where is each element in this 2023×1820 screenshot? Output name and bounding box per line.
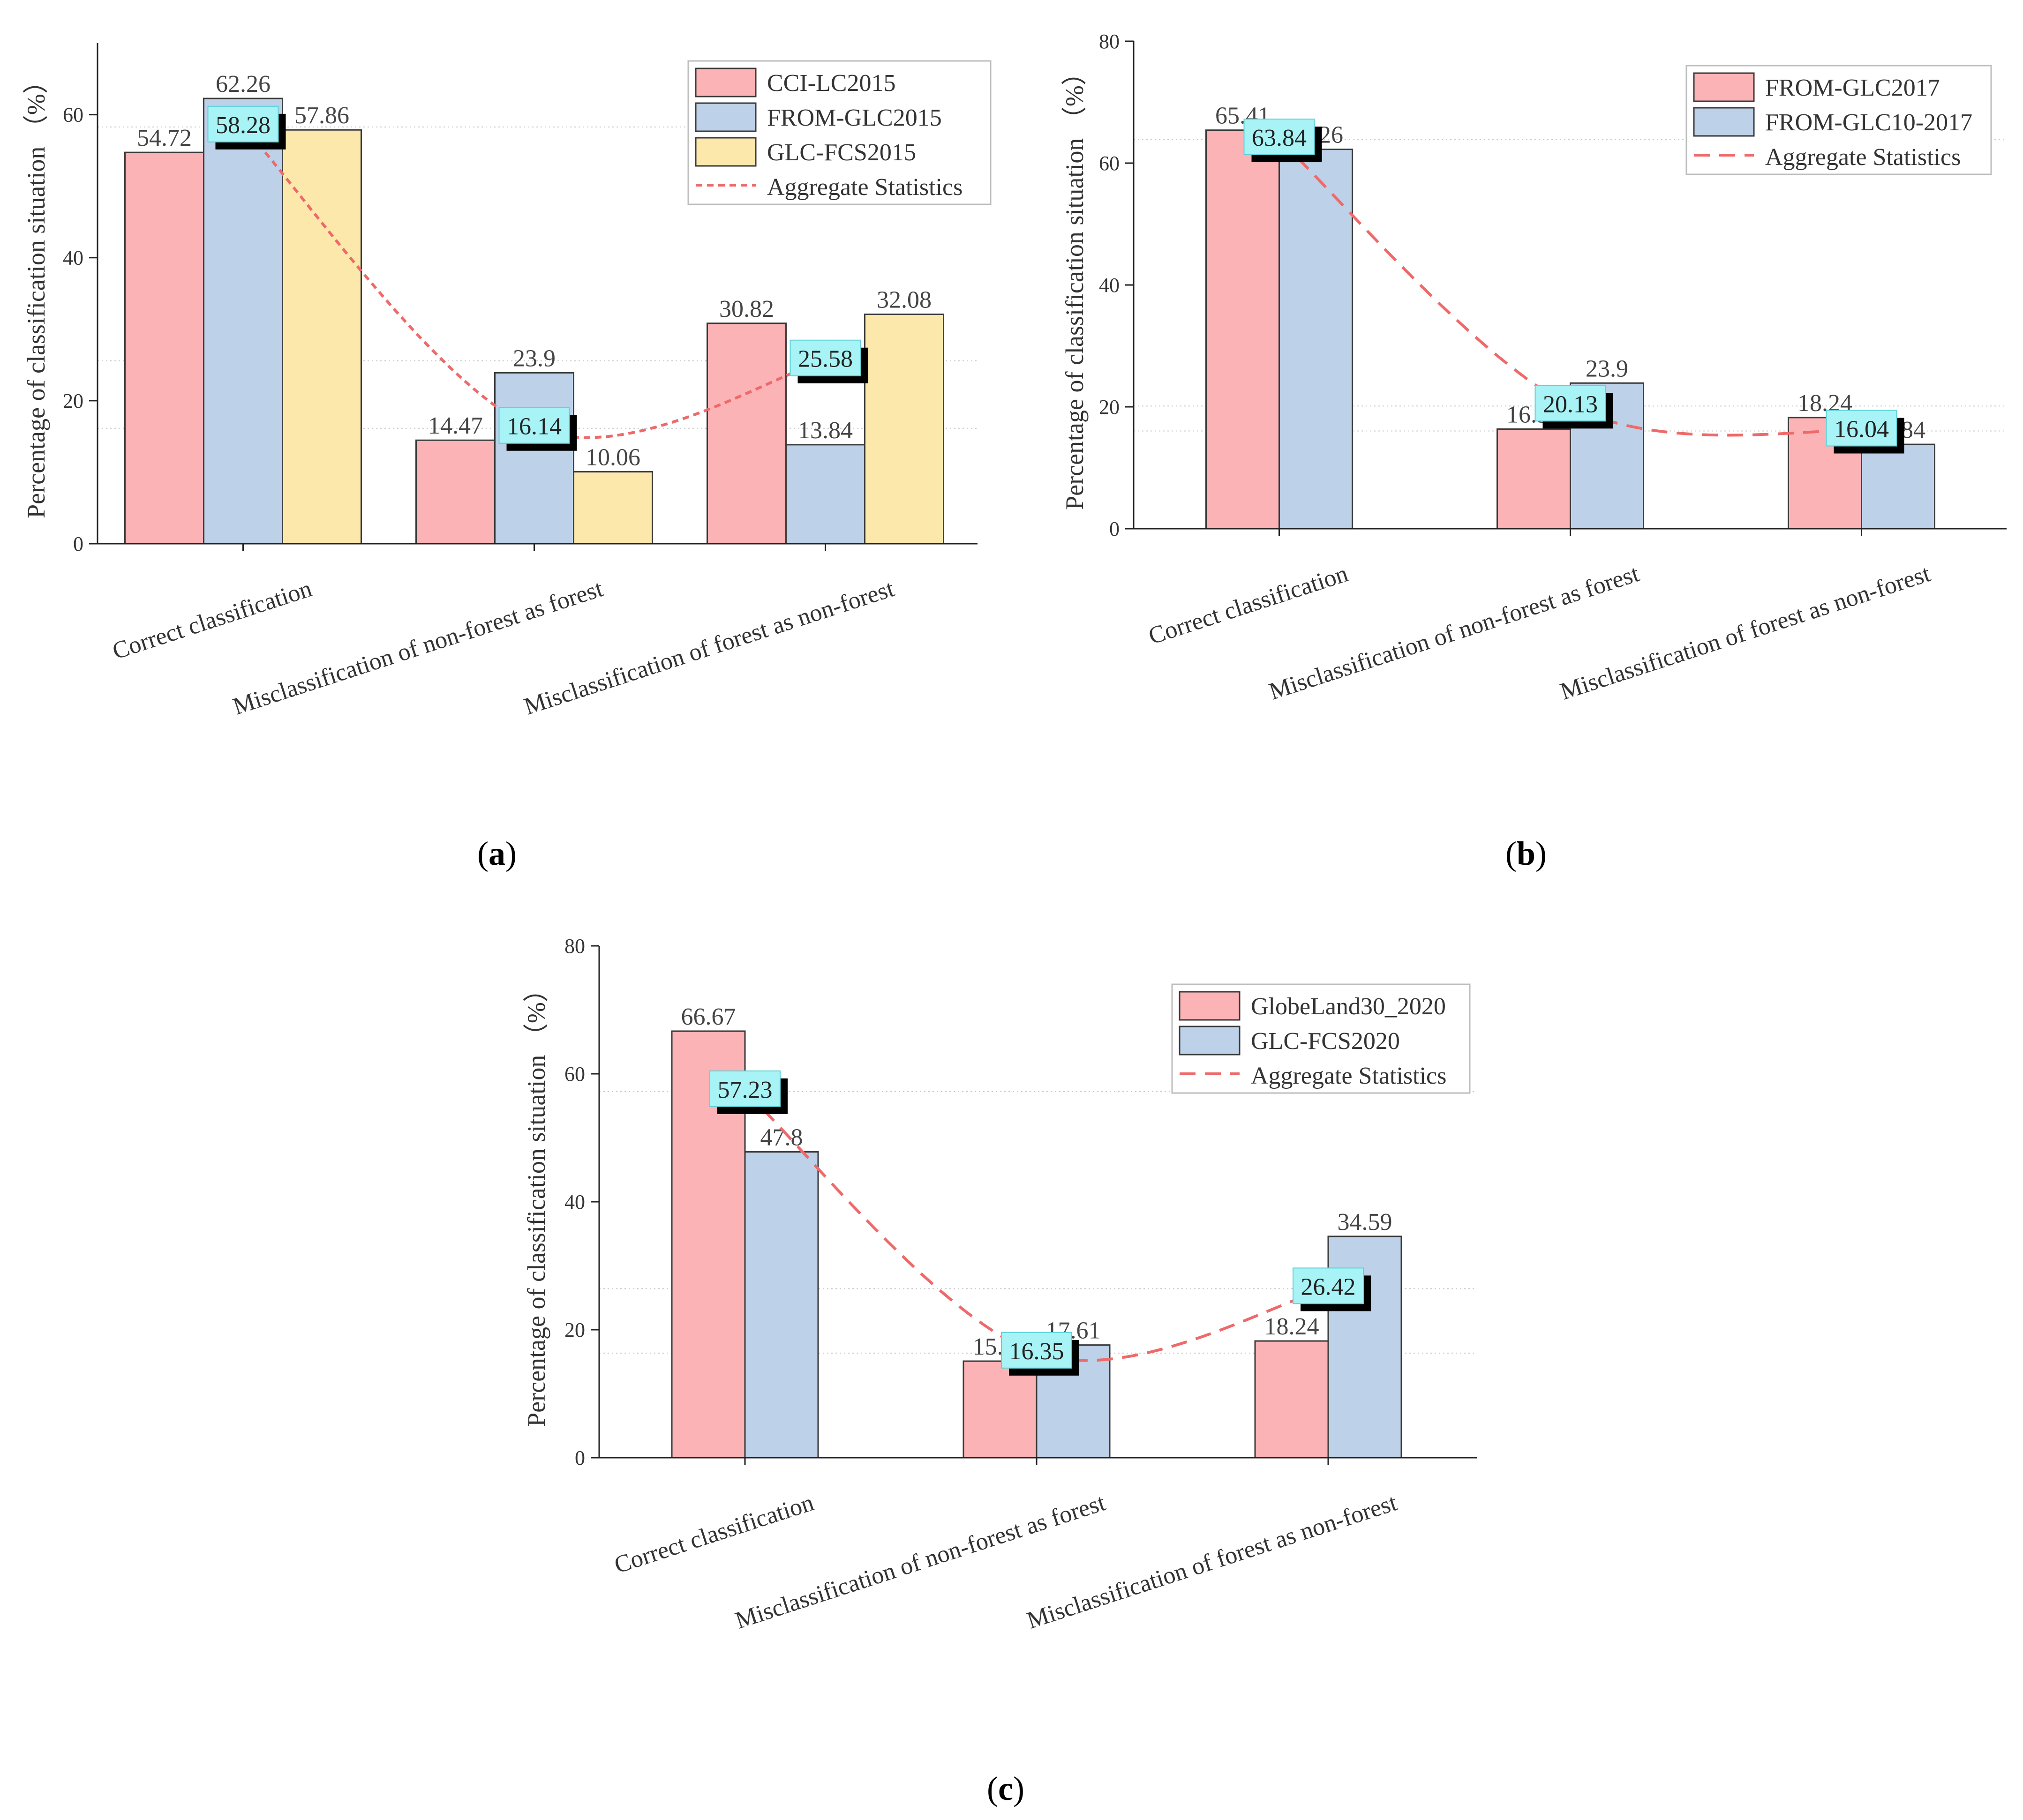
aggregate-callout-box	[1293, 1267, 1364, 1304]
legend-label: GlobeLand30_2020	[1251, 993, 1446, 1020]
aggregate-callout-value: 26.42	[1301, 1273, 1356, 1300]
y-tick-label: 0	[1109, 517, 1120, 540]
y-tick-label: 60	[564, 1063, 585, 1086]
chart-panel-a: 54.72 14.47 30.82 62.26 23.9 13.84 57.86 10.06 3…	[22, 43, 992, 720]
aggregate-callout-box	[1826, 410, 1897, 447]
bar-globeland30-2020-2	[963, 1360, 1038, 1459]
panel-c-caption: (c)	[987, 1770, 1024, 1807]
bar-value-label: 14.47	[428, 412, 483, 439]
y-tick-label: 20	[63, 389, 83, 412]
legend-label: Aggregate Statistics	[1251, 1063, 1446, 1089]
aggregate-callout-value: 63.84	[1252, 125, 1307, 151]
bar-glc-fcs2015-3	[864, 314, 944, 545]
bar-from-glc10-2017-3	[1861, 443, 1935, 530]
aggregate-callout-value: 16.14	[507, 413, 562, 440]
legend-swatch-from-glc10-2017	[1693, 107, 1755, 137]
y-tick-label: 60	[1099, 152, 1120, 175]
y-axis-title: Percentage of classification situation （…	[1060, 60, 1089, 510]
aggregate-callout-value: 16.04	[1834, 416, 1889, 442]
bar-glc-fcs2020-1	[744, 1151, 819, 1459]
panel-a-caption: (a)	[477, 835, 517, 872]
aggregate-callout-value: 57.23	[718, 1077, 773, 1103]
aggregate-callout-box	[1243, 119, 1315, 156]
y-tick-label: 20	[1099, 396, 1120, 419]
bar-value-label: 34.59	[1338, 1209, 1392, 1236]
bar-cci-lc2015-2	[415, 439, 496, 545]
bar-from-glc2015-3	[785, 444, 865, 545]
legend-label: FROM-GLC10-2017	[1765, 109, 1972, 136]
y-tick-label: 40	[564, 1191, 585, 1213]
bar-from-glc2017-1	[1205, 129, 1280, 530]
legend-swatch-from-glc2015	[695, 102, 757, 132]
aggregate-callout-value: 20.13	[1543, 391, 1598, 418]
legend-label: CCI-LC2015	[767, 70, 895, 97]
aggregate-callout-box	[709, 1070, 781, 1107]
bar-value-label: 54.72	[137, 125, 192, 151]
bar-from-glc10-2017-1	[1278, 149, 1353, 530]
y-axis-title: Percentage of classification situation （…	[22, 68, 50, 518]
legend-swatch-glc-fcs2015	[695, 137, 757, 167]
legend-label: Aggregate Statistics	[767, 174, 963, 201]
aggregate-callout-box	[498, 407, 570, 444]
legend-label: Aggregate Statistics	[1765, 144, 1961, 171]
aggregate-callout-value: 16.35	[1009, 1338, 1064, 1365]
aggregate-callout-value: 58.28	[216, 112, 271, 139]
bar-cci-lc2015-3	[707, 322, 787, 545]
bar-from-glc2015-2	[494, 372, 574, 545]
y-tick-label: 40	[1099, 274, 1120, 297]
legend-label: FROM-GLC2017	[1765, 75, 1940, 101]
legend-swatch-from-glc2017	[1693, 72, 1755, 102]
bar-value-label: 18.24	[1264, 1313, 1319, 1340]
legend-label: GLC-FCS2015	[767, 139, 916, 166]
aggregate-callout-box	[790, 339, 861, 376]
bar-globeland30-2020-3	[1254, 1340, 1329, 1459]
bar-value-label: 30.82	[719, 296, 774, 322]
bar-from-glc2017-2	[1497, 428, 1571, 530]
y-axis-title: Percentage of classification situation （…	[522, 977, 550, 1427]
bar-value-label: 23.9	[513, 345, 556, 372]
chart-panel-c: 66.6715.0918.2447.817.6134.5957.2316.352…	[522, 935, 1477, 1634]
legend-label: FROM-GLC2015	[767, 105, 942, 131]
bar-value-label: 13.84	[798, 417, 853, 444]
y-tick-label: 60	[63, 104, 83, 127]
aggregate-callout-box	[207, 105, 279, 142]
bar-value-label: 23.9	[1586, 355, 1628, 382]
bar-value-label: 10.06	[586, 444, 640, 471]
aggregate-callout-box	[1001, 1332, 1072, 1369]
y-tick-label: 20	[564, 1318, 585, 1341]
legend-swatch-globeland30-2020	[1179, 991, 1241, 1021]
legend-label: GLC-FCS2020	[1251, 1028, 1400, 1055]
y-tick-label: 0	[575, 1446, 585, 1469]
bar-value-label: 62.26	[216, 71, 271, 97]
legend-swatch-cci-lc2015	[695, 67, 757, 97]
bar-cci-lc2015-1	[124, 151, 204, 545]
panel-b-caption: (b)	[1505, 835, 1547, 872]
bar-value-label: 57.86	[294, 102, 349, 129]
aggregate-callout-value: 25.58	[798, 346, 853, 373]
bar-value-label: 66.67	[681, 1004, 736, 1030]
bar-from-glc2015-1	[203, 97, 283, 545]
legend-swatch-glc-fcs2020	[1179, 1026, 1241, 1056]
y-tick-label: 80	[1099, 30, 1120, 53]
bar-glc-fcs2015-2	[573, 471, 653, 545]
aggregate-callout-box	[1534, 385, 1606, 422]
bar-glc-fcs2015-1	[282, 129, 362, 545]
y-tick-label: 0	[73, 532, 83, 555]
y-tick-label: 80	[564, 935, 585, 958]
bar-value-label: 32.08	[877, 287, 932, 314]
y-tick-label: 40	[63, 247, 83, 270]
